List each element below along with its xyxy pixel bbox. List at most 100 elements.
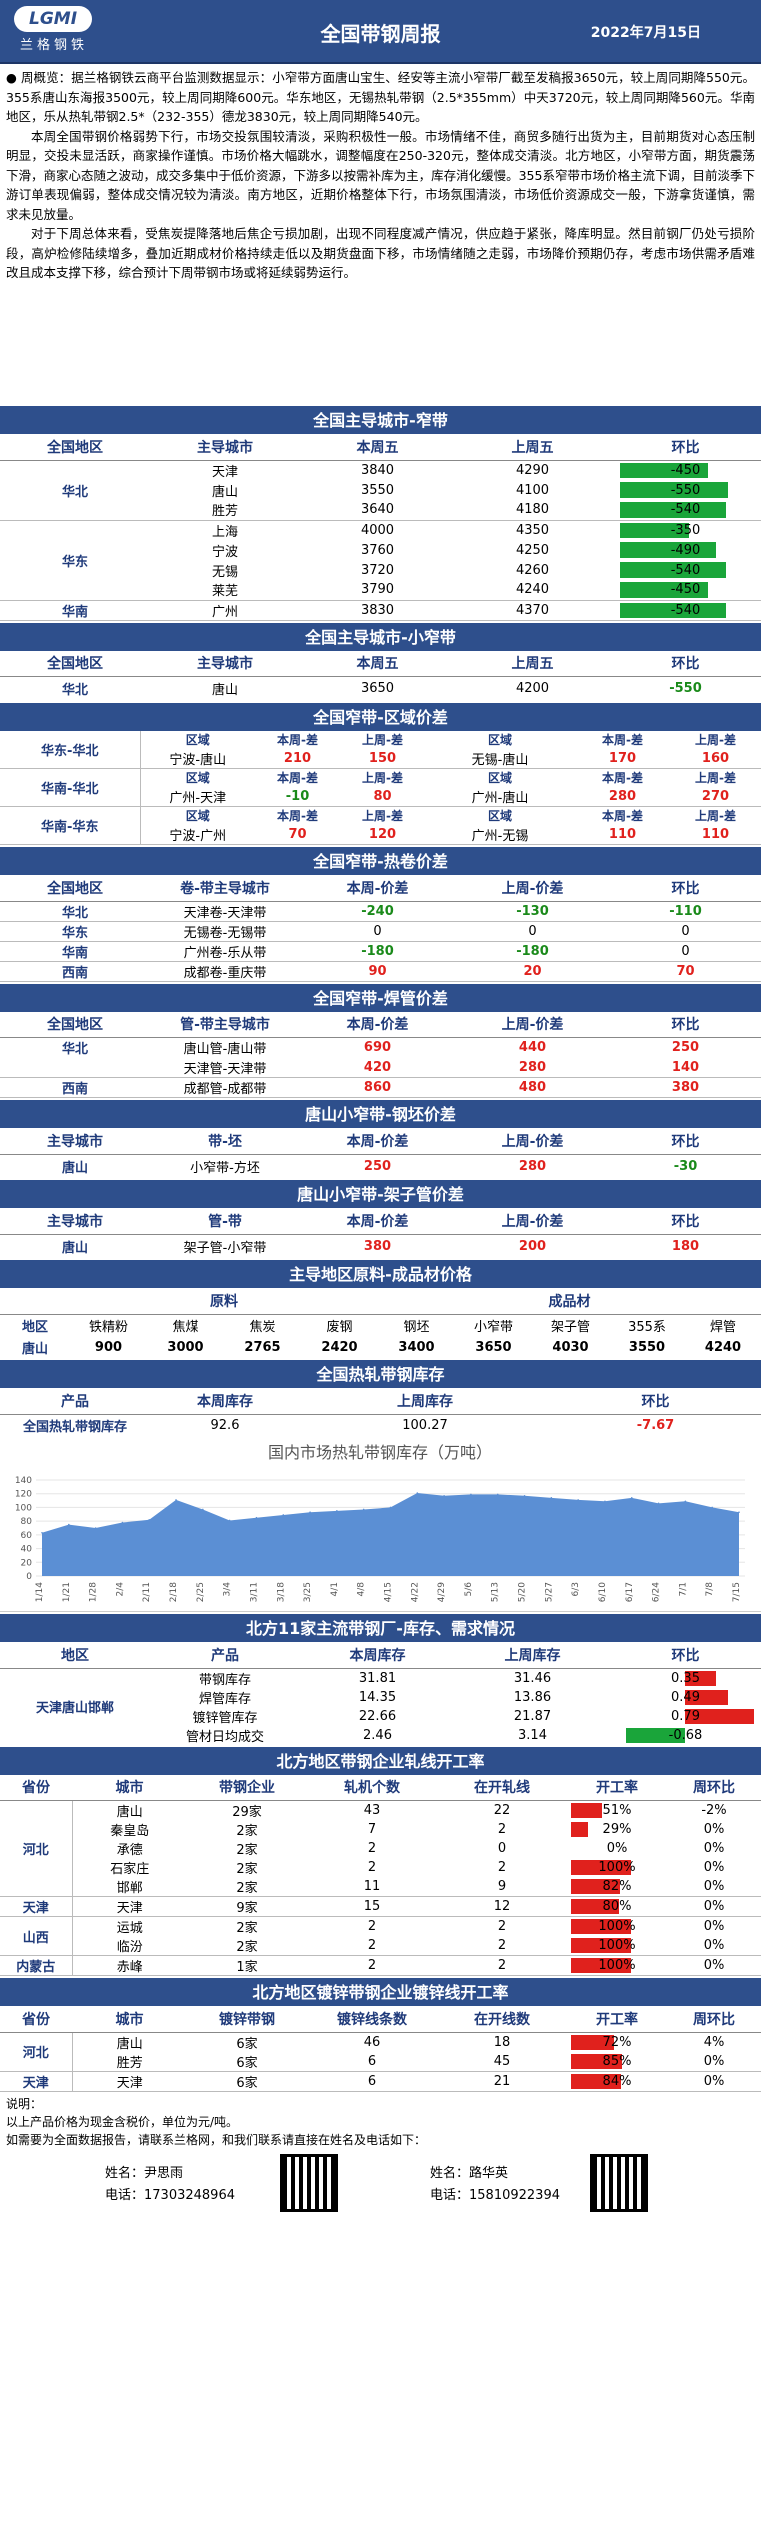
- data-point: [496, 1493, 499, 1496]
- province-cell: 河北: [0, 1800, 73, 1897]
- change-value: -540: [670, 602, 701, 618]
- overview-paragraph: ● 周概览：据兰格钢铁云商平台监测数据显示：小窄带方面唐山宝生、经安等主流小窄带…: [6, 70, 755, 124]
- data-point: [630, 1497, 633, 1499]
- this-week-cell: 3760: [360, 542, 395, 558]
- value-cell: 2420: [321, 1339, 358, 1355]
- table-row: 宁波-唐山 210 150 无锡-唐山 170 160: [0, 748, 761, 769]
- x-tick-label: 2/18: [169, 1582, 179, 1602]
- open-line-cell: 9: [437, 1877, 567, 1897]
- spread-subheader: 本周-差: [602, 809, 643, 824]
- section-billet-spread: 唐山小窄带-钢坯价差: [0, 1098, 761, 1128]
- y-tick-label: 40: [21, 1545, 33, 1555]
- change-cell: 0.79: [610, 1707, 761, 1726]
- pair-cell: 广州卷-乐从带: [150, 941, 300, 962]
- data-point: [550, 1497, 553, 1499]
- mill-count-cell: 2: [307, 1955, 437, 1976]
- note-contact: 如需要为全面数据报告，请联系兰格网，和我们联系请直接在姓名及电话如下：: [6, 2132, 427, 2147]
- rate-value: 72%: [602, 2034, 632, 2050]
- region-pair-b: 广州-无锡: [425, 824, 575, 845]
- table-row: 胜芳 3640 4180 -540: [0, 500, 761, 521]
- region-cell: 华北: [0, 460, 150, 521]
- this-week-cell: 92.6: [210, 1417, 240, 1433]
- x-tick-label: 3/11: [249, 1582, 259, 1602]
- table-row: 唐山 900 3000 2765 2420 3400 3650 4030 3550 4240: [0, 1336, 761, 1358]
- rate-cell: 72%: [567, 2032, 667, 2052]
- inventory-area-series: [42, 1493, 739, 1576]
- change-cell: -450: [610, 460, 761, 480]
- column-header: 环比: [610, 650, 761, 677]
- table-row: 唐山 3550 4100 -550: [0, 480, 761, 500]
- column-header: 全国地区: [0, 1011, 150, 1038]
- mill-count-cell: 2: [307, 1936, 437, 1956]
- week-change-cell: 0%: [667, 1896, 761, 1917]
- last-week-cell: 200: [518, 1238, 547, 1254]
- rate-value: 82%: [602, 1879, 632, 1894]
- x-tick-label: 4/1: [330, 1582, 340, 1596]
- last-week-cell: 4100: [515, 482, 550, 498]
- spread-subheader: 区域: [487, 771, 512, 786]
- table-header-row: 全国地区 管-带主导城市 本周-价差 上周-价差 环比: [0, 1011, 761, 1038]
- table-row: 西南 成都管-成都带 860 480 380: [0, 1077, 761, 1098]
- last-week-cell: 4240: [455, 580, 610, 601]
- last-week-cell: 4260: [515, 562, 550, 578]
- market-paragraph: 本周全国带钢价格弱势下行，市场交投氛围较清淡，采购积极性一般。市场情绪不佳，商贸…: [6, 128, 755, 222]
- change-value: 0.49: [671, 1689, 700, 1705]
- last-week-cell: 480: [455, 1077, 610, 1098]
- coil-spread-table: 全国地区 卷-带主导城市 本周-价差 上周-价差 环比 华北 天津卷-天津带 -240 -13…: [0, 875, 761, 982]
- column-header: 本周-价差: [300, 1128, 455, 1155]
- change-value: 0.35: [671, 1670, 700, 1686]
- group-cell: 华东-华北: [0, 730, 141, 769]
- last-week-cell: 4250: [515, 542, 550, 558]
- column-header: 架子管: [550, 1319, 590, 1335]
- column-header: 上周-价差: [455, 875, 610, 902]
- last-week-cell: 4370: [455, 600, 610, 621]
- spread-subheader: 本周-差: [277, 733, 318, 747]
- data-point: [282, 1514, 285, 1516]
- this-week-cell: 860: [300, 1077, 455, 1098]
- region-cell: 唐山: [61, 1240, 88, 1256]
- x-tick-label: 2/25: [196, 1582, 206, 1602]
- rate-cell: 100%: [567, 1917, 667, 1937]
- pair-cell: 唐山管-唐山带: [183, 1042, 267, 1058]
- rate-value: 100%: [598, 1919, 636, 1934]
- column-header: 环比: [610, 1208, 761, 1235]
- province-cell: 天津: [0, 2071, 73, 2092]
- data-point: [657, 1502, 660, 1505]
- table-row: 管材日均成交 2.46 3.14 -0.68: [0, 1726, 761, 1745]
- city-cell: 唐山: [116, 2036, 143, 2052]
- column-header: 地区: [21, 1319, 48, 1335]
- column-header: 上周五: [455, 434, 610, 461]
- negative-change-bar: [620, 602, 727, 618]
- table-row: 广州-天津 -10 80 广州-唐山 280 270: [0, 786, 761, 807]
- table-header-row: 全国地区 卷-带主导城市 本周-价差 上周-价差 环比: [0, 875, 761, 902]
- this-week-spread-b: 280: [575, 786, 670, 807]
- region-cell: 华东: [0, 921, 150, 942]
- last-week-spread-a: 150: [340, 748, 425, 769]
- this-week-cell: -180: [300, 941, 455, 962]
- column-header: 地区: [0, 1642, 150, 1669]
- table-row: 镀锌管库存 22.66 21.87 0.79: [0, 1707, 761, 1726]
- inventory-table: 产品 本周库存 上周库存 环比 全国热轧带钢库存 92.6 100.27 -7.67: [0, 1388, 761, 1436]
- chart-title: 国内市场热轧带钢库存（万吨）: [268, 1443, 492, 1462]
- page-title: 全国带钢周报: [320, 22, 441, 46]
- data-point: [470, 1493, 472, 1496]
- x-tick-label: 4/22: [410, 1582, 420, 1602]
- table-header-row: 主导城市 带-坯 本周-价差 上周-价差 环比: [0, 1128, 761, 1155]
- x-tick-label: 5/13: [491, 1582, 501, 1602]
- column-header: 环比: [610, 1128, 761, 1155]
- section-hot-rolled-inventory: 全国热轧带钢库存: [0, 1358, 761, 1388]
- last-week-cell: 13.86: [513, 1689, 552, 1705]
- table-row: 唐山 小窄带-方坯 250 280 -30: [0, 1154, 761, 1178]
- y-tick-label: 100: [15, 1503, 32, 1513]
- change-cell: -350: [610, 520, 761, 540]
- section-pipe-spread: 全国窄带-焊管价差: [0, 981, 761, 1012]
- this-week-cell: 690: [363, 1040, 392, 1056]
- note-unit: 以上产品价格为现金含税价，单位为元/吨。: [6, 2114, 239, 2129]
- week-change-cell: 0%: [667, 2051, 761, 2072]
- billet-spread-table: 主导城市 带-坯 本周-价差 上周-价差 环比 唐山 小窄带-方坯 250 280 -3…: [0, 1128, 761, 1178]
- contact-block: 姓名：尹思雨 电话：17303248964 姓名：路华英 电话：15810922…: [0, 2152, 761, 2216]
- region-cell: 华北: [0, 901, 150, 922]
- data-point: [121, 1521, 124, 1524]
- table-row: 临汾 2家 2 2 100% 0%: [0, 1936, 761, 1956]
- positive-change-bar: [685, 1670, 716, 1686]
